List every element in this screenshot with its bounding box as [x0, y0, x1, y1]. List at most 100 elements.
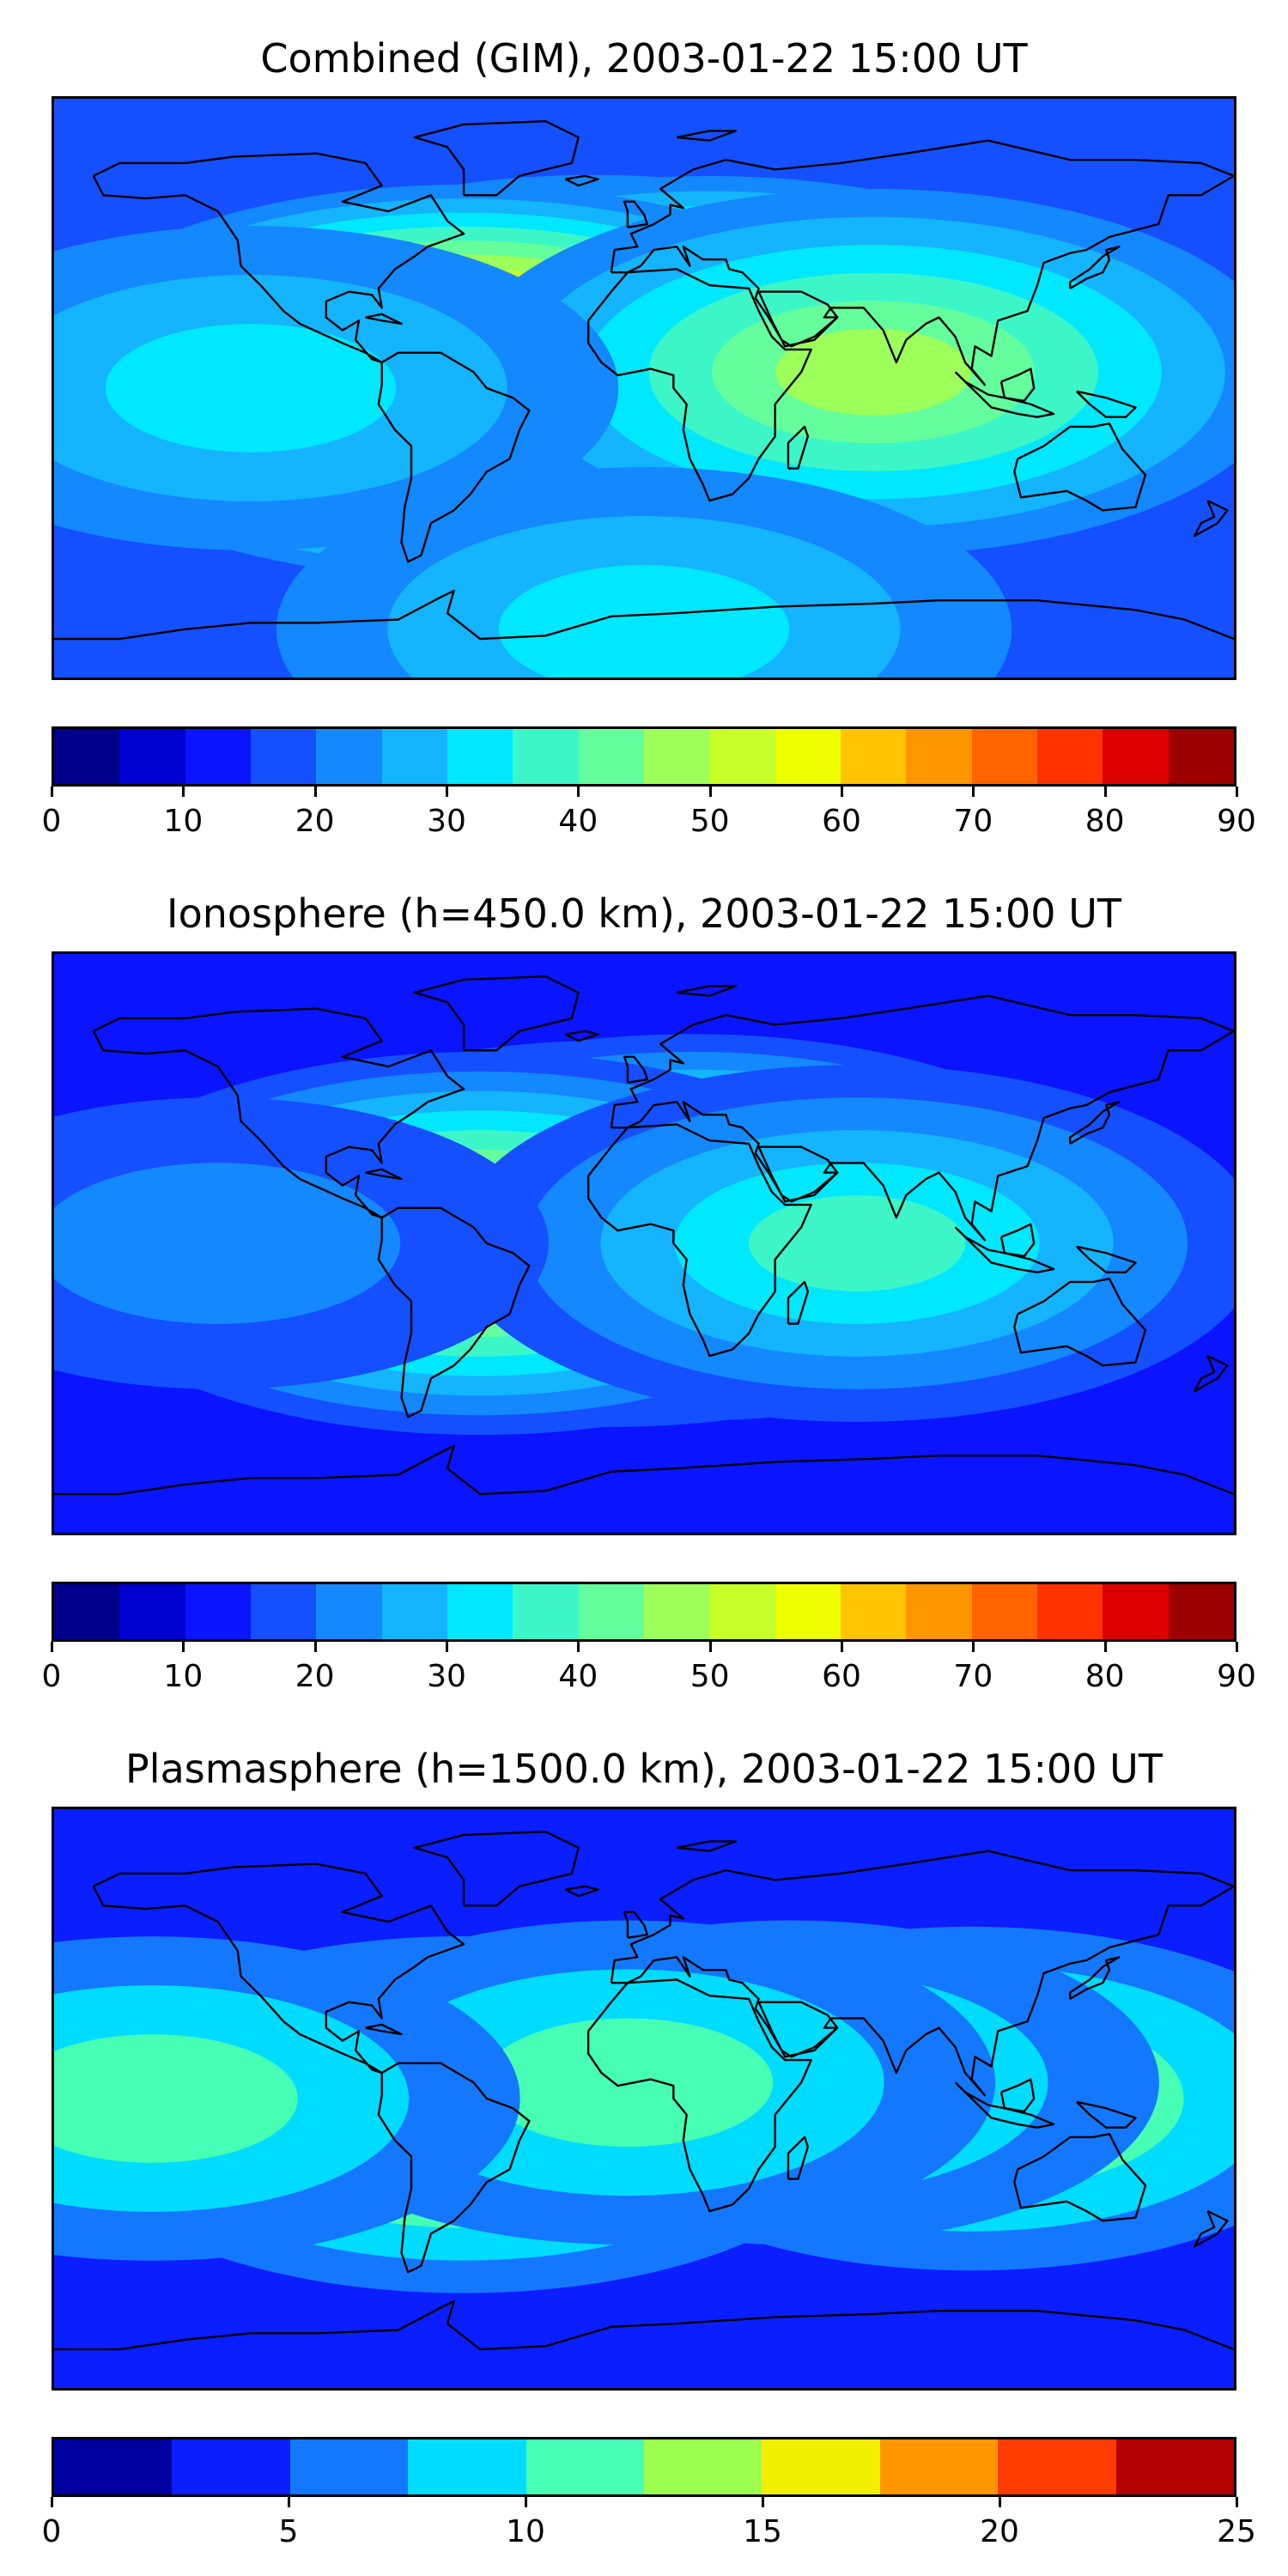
tick-mark — [577, 787, 580, 797]
coastline-cuba — [365, 2023, 403, 2036]
colorbar-segment — [578, 1584, 644, 1639]
tick-label: 20 — [295, 1659, 335, 1694]
tick-label: 70 — [953, 1659, 993, 1694]
coastline-indonesia — [954, 1226, 1055, 1273]
coastline-north-america — [92, 152, 465, 364]
colorbar-segment — [54, 1584, 120, 1639]
colorbar-segment — [119, 729, 185, 784]
tick-label: 60 — [822, 804, 861, 839]
coastline-borneo — [999, 1223, 1036, 1258]
coastline-iceland — [564, 1030, 599, 1042]
colorbar-segment — [54, 729, 120, 784]
tick-mark — [51, 1642, 53, 1652]
tick-mark — [288, 2497, 290, 2507]
coastline-africa — [586, 1123, 812, 1358]
coastline-new-guinea — [1075, 2100, 1137, 2129]
colorbar-segment — [381, 729, 447, 784]
colorbar-segment — [775, 729, 841, 784]
tec-map-combined — [54, 99, 1234, 677]
tick-label: 50 — [690, 804, 730, 839]
colorbar-segment — [1115, 2439, 1235, 2494]
colorbar-segment — [447, 1584, 513, 1639]
coastline-south-america — [377, 2062, 531, 2274]
contour-level-4-4 — [54, 1163, 401, 1324]
coastline-antarctica — [54, 2300, 1234, 2351]
tick-mark — [577, 1642, 580, 1652]
contour-level-4-4 — [54, 2034, 298, 2163]
colorbar-segment — [513, 729, 579, 784]
coastline-madagascar — [787, 425, 810, 470]
coastline-iceland — [564, 1885, 599, 1898]
colorbar-segment — [971, 1584, 1037, 1639]
tick-mark — [762, 2497, 764, 2507]
coastline-british-isles — [623, 1911, 649, 1939]
coastline-svalbard — [676, 130, 738, 142]
coastline-cuba — [365, 313, 403, 325]
tick-mark — [182, 1642, 185, 1652]
coastline-north-america — [92, 1007, 465, 1219]
coastline-australia — [1013, 2132, 1147, 2222]
tick-mark — [313, 1642, 317, 1652]
colorbar-segment — [316, 1584, 382, 1639]
coastline-eurasia — [610, 994, 1234, 1242]
coastline-australia — [1013, 422, 1147, 512]
colorbar-ticks-ionosphere: 0 10 20 30 40 50 60 70 80 90 — [42, 1642, 1256, 1694]
tick-label: 70 — [953, 804, 993, 839]
coastline-svalbard — [676, 985, 738, 997]
tick-mark — [446, 1642, 448, 1652]
tick-label: 10 — [506, 2514, 545, 2549]
tick-label: 0 — [41, 2514, 62, 2549]
chart-title: Combined (GIM), 2003-01-22 15:00 UT — [260, 35, 1028, 82]
tick-label: 10 — [163, 1659, 204, 1694]
contour-level-3-7 — [748, 1195, 966, 1291]
coastline-new-zealand — [1194, 2209, 1229, 2248]
colorbar-segment — [840, 1584, 907, 1639]
contour-level-4-6 — [105, 324, 397, 453]
coastline-greenland — [413, 120, 580, 197]
tick-label: 80 — [1084, 804, 1125, 839]
coastline-cuba — [365, 1168, 403, 1181]
coastline-madagascar — [787, 2136, 810, 2180]
colorbar-segment — [709, 1584, 775, 1639]
colorbar-segment — [1036, 729, 1103, 784]
colorbar-segment — [513, 1584, 579, 1639]
colorbar-plasmasphere — [52, 2437, 1236, 2497]
coastline-australia — [1013, 1277, 1147, 1367]
coastline-british-isles — [623, 200, 649, 228]
tick-label: 30 — [427, 1659, 466, 1694]
tick-mark — [841, 787, 843, 797]
colorbar-segment — [447, 729, 513, 784]
coastline-japan — [1068, 1101, 1121, 1145]
tick-mark — [1236, 787, 1238, 797]
tick-mark — [1236, 1642, 1238, 1652]
colorbar-segment — [762, 2439, 880, 2494]
map-plasmasphere — [52, 1807, 1236, 2391]
tick-mark — [51, 787, 53, 797]
colorbar-segment — [316, 729, 382, 784]
tick-mark — [999, 2497, 1001, 2507]
coastline-arabia — [757, 2001, 839, 2058]
coastline-new-zealand — [1194, 499, 1229, 538]
coastline-greenland — [413, 975, 580, 1052]
tick-label: 20 — [980, 2514, 1019, 2549]
coastline-new-guinea — [1075, 390, 1137, 418]
map-combined — [52, 96, 1236, 680]
tick-mark — [708, 1642, 712, 1652]
colorbar-segment — [381, 1584, 447, 1639]
coastline-madagascar — [787, 1280, 810, 1325]
tick-mark — [972, 787, 975, 797]
colorbar-segment — [879, 2439, 999, 2494]
map-ionosphere — [52, 951, 1236, 1535]
tick-label: 90 — [1217, 1659, 1256, 1694]
coastline-arabia — [757, 1145, 839, 1203]
colorbar-segment — [250, 729, 317, 784]
tick-mark — [708, 787, 712, 797]
tick-label: 25 — [1217, 2514, 1256, 2549]
colorbar-ticks-plasmasphere: 0 5 10 15 20 25 — [42, 2497, 1256, 2549]
tick-label: 50 — [690, 1659, 730, 1694]
coastline-greenland — [413, 1831, 580, 1907]
chart-title: Plasmasphere (h=1500.0 km), 2003-01-22 1… — [125, 1746, 1163, 1792]
colorbar-segment — [526, 2439, 645, 2494]
coastline-south-america — [377, 1206, 531, 1419]
